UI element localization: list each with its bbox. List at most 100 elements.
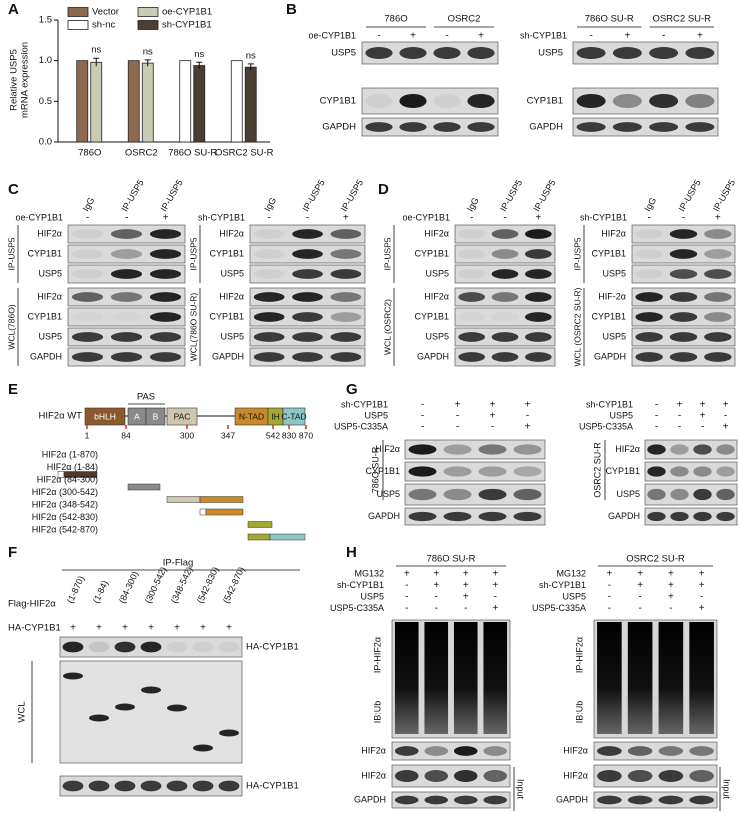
sign: + [699, 580, 705, 591]
protein-band [525, 229, 552, 239]
position-label: 347 [221, 430, 235, 440]
row-label: GAPDH [30, 351, 62, 361]
protein-band [649, 93, 679, 109]
column-label: IP-USP5 [339, 178, 365, 213]
protein-band [576, 122, 606, 132]
sign: + [433, 569, 439, 580]
x-tick-label: OSRC2 [125, 148, 158, 159]
row-label: HIF2α [424, 291, 449, 301]
position-label: 830 [282, 430, 296, 440]
panel-title: IP-Flag [163, 558, 194, 569]
protein-band [72, 312, 103, 322]
condition-label: oe-CYP1B1 [402, 212, 450, 222]
condition-label: USP5-C335A [579, 421, 633, 431]
protein-band [647, 466, 666, 477]
protein-band [669, 352, 698, 362]
protein-band [685, 47, 715, 59]
protein-band [467, 122, 495, 132]
y-tick-label: 0.5 [39, 96, 52, 107]
protein-band [458, 269, 485, 279]
protein-band [292, 249, 323, 259]
row-label: USP5 [38, 331, 62, 341]
row-label: HIF2α [361, 770, 386, 780]
protein-band [492, 312, 519, 322]
legend-label: Vector [92, 7, 119, 18]
sign: - [655, 411, 658, 422]
protein-band [443, 466, 472, 477]
protein-band [253, 352, 285, 362]
legend-swatch [67, 20, 89, 30]
sign: + [715, 213, 721, 224]
sign: + [699, 603, 705, 614]
row-label: CYP1B1 [320, 96, 356, 107]
sign: - [125, 213, 128, 224]
fragment-label: HIF2α (542-830) [32, 512, 98, 522]
ubiquitin-smear [483, 622, 508, 734]
protein-band [166, 780, 188, 792]
row-label: USP5 [220, 268, 244, 278]
sign: - [470, 213, 473, 224]
sign: + [723, 422, 729, 433]
row-label: CYP1B1 [209, 248, 244, 258]
protein-band [627, 770, 653, 782]
group-label: OSRC2 SU-R [652, 14, 711, 25]
annotation: ns [143, 46, 153, 57]
blot-strip [67, 244, 186, 264]
protein-band [513, 444, 542, 455]
section-label: 786O SU-R [370, 446, 380, 493]
protein-band [513, 488, 542, 501]
protein-band [525, 269, 552, 279]
sign: + [174, 623, 180, 634]
sign: + [200, 623, 206, 634]
section-label: Input [722, 779, 732, 800]
condition-label: USP5-C335A [532, 603, 586, 613]
blot-strip [644, 461, 738, 482]
fragment-bar [199, 508, 207, 516]
protein-band [149, 249, 182, 259]
sign: + [148, 623, 154, 634]
section-label: IB:Ub [372, 701, 382, 724]
sign: - [700, 592, 703, 603]
protein-band [140, 641, 162, 653]
fragment-label: HIF2α (348-542) [32, 499, 98, 509]
fragment-bar [199, 496, 244, 503]
sign: - [494, 592, 497, 603]
legend-label: oe-CYP1B1 [162, 7, 212, 18]
y-axis-label: mRNA expression [20, 42, 31, 118]
protein-band [424, 746, 449, 756]
blot-strip [361, 117, 499, 137]
panel-label: D [378, 181, 389, 198]
protein-band [478, 444, 507, 455]
blot-strip [644, 507, 738, 526]
protein-band [114, 780, 136, 792]
sign: - [701, 422, 704, 433]
protein-band [669, 332, 698, 342]
annotation: ns [91, 45, 101, 56]
section-label: IP-USP5 [572, 237, 582, 270]
protein-band [365, 122, 393, 132]
sign: - [405, 580, 408, 591]
blot-strip [454, 244, 556, 264]
protein-band [330, 332, 362, 342]
protein-band [292, 269, 323, 279]
fragment-bar [269, 533, 306, 541]
protein-band [71, 229, 104, 239]
protein-band [685, 122, 715, 132]
ubiquitin-smear [424, 622, 449, 734]
legend-label: sh-CYP1B1 [162, 20, 212, 31]
error-bar [247, 63, 254, 71]
section-label: WCL(786O SU-R) [188, 293, 198, 362]
protein-band [704, 332, 732, 342]
sign: - [405, 592, 408, 603]
panel-label: H [346, 544, 357, 561]
condition-label: oe-CYP1B1 [15, 212, 63, 222]
protein-band [433, 93, 461, 109]
y-tick-label: 1.0 [39, 55, 52, 66]
condition-label: MG132 [556, 568, 586, 578]
row-label: GAPDH [212, 351, 244, 361]
sign: - [421, 411, 424, 422]
sign: + [525, 422, 531, 433]
column-label: (1-870) [65, 574, 86, 605]
row-label: HIF2α [615, 444, 640, 454]
